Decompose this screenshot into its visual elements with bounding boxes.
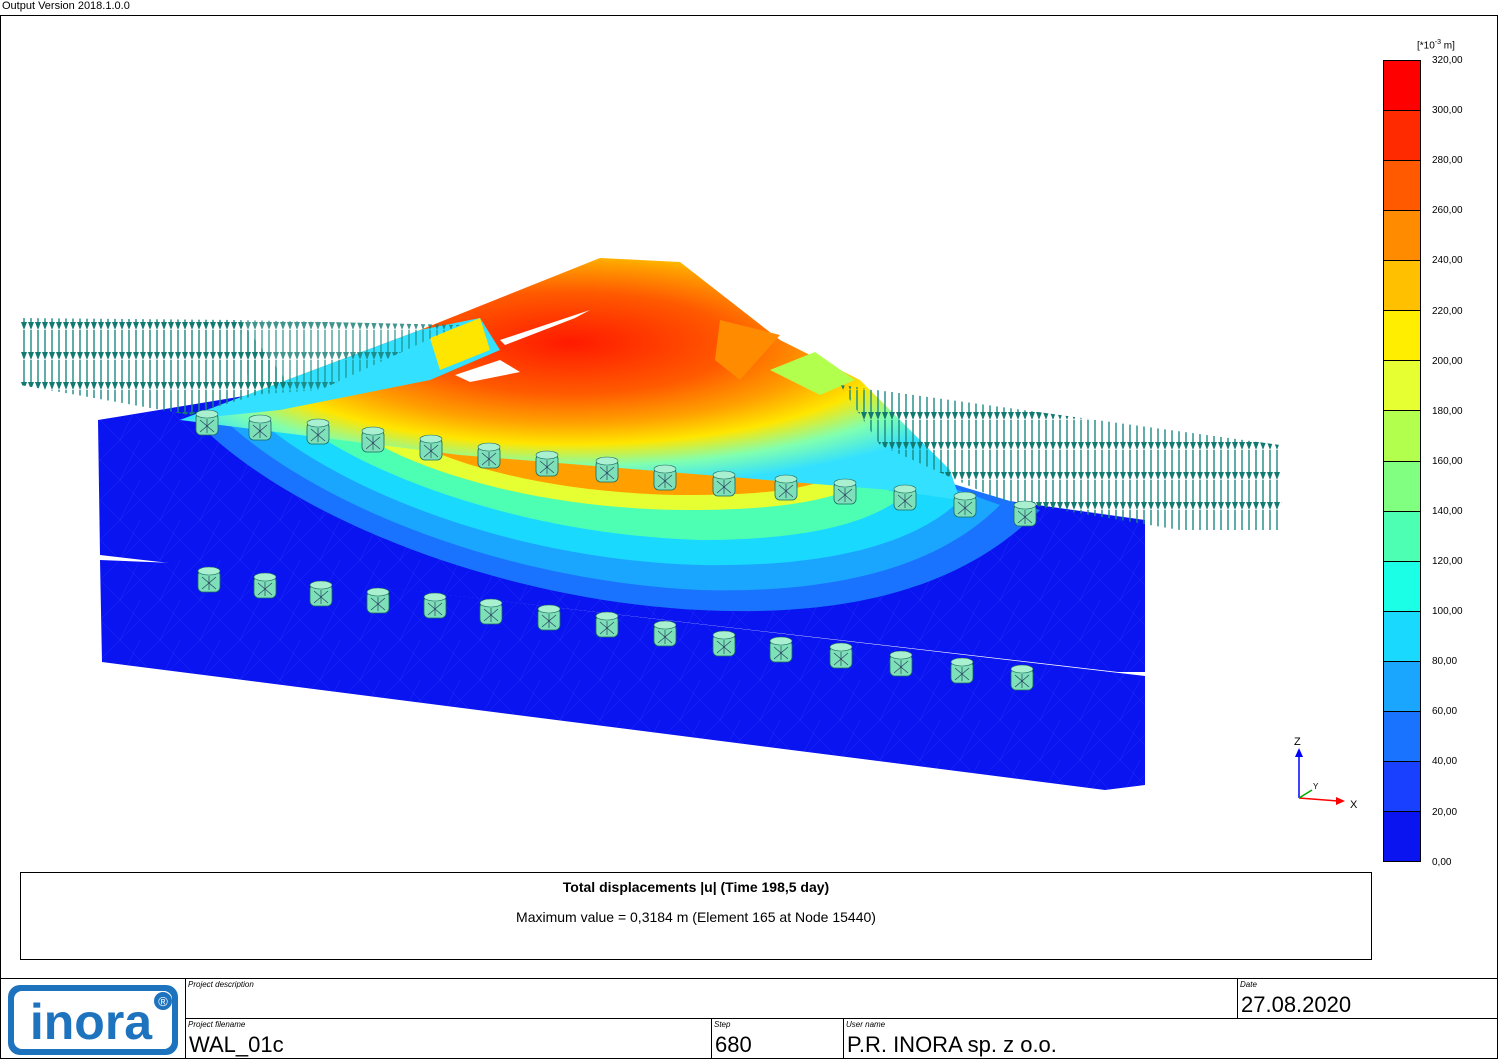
pile [477, 442, 501, 469]
legend-band [1384, 361, 1420, 412]
legend-tick-label: 60,00 [1432, 706, 1458, 718]
pile-row-lower [197, 566, 1034, 691]
legend-tick-label: 40,00 [1432, 756, 1458, 768]
pile [950, 657, 974, 684]
date-value: 27.08.2020 [1241, 992, 1352, 1017]
pile [423, 592, 447, 619]
model-viewport[interactable] [0, 16, 1380, 866]
pile [306, 418, 330, 445]
step-label: Step [714, 1020, 731, 1029]
axis-y-label: Y [1313, 782, 1319, 791]
pile [197, 566, 221, 593]
pile-row-upper [195, 409, 1037, 527]
caption-subtitle: Maximum value = 0,3184 m (Element 165 at… [516, 909, 876, 925]
legend-tick-label: 260,00 [1432, 205, 1463, 217]
pile [195, 409, 219, 436]
axis-z-label: Z [1294, 736, 1301, 748]
pile [248, 414, 272, 441]
legend-tick-label: 240,00 [1432, 255, 1463, 267]
pile [653, 620, 677, 647]
pile [535, 450, 559, 477]
pile [829, 642, 853, 669]
legend-tick-label: 200,00 [1432, 355, 1463, 367]
logo-text: inora [30, 994, 153, 1050]
filename-cell: Project filename WAL_01c [185, 1018, 712, 1059]
project-description-label: Project description [188, 980, 254, 989]
pile [1010, 664, 1034, 691]
user-label: User name [846, 1020, 886, 1029]
legend-band [1384, 611, 1420, 662]
legend-band [1384, 61, 1420, 112]
step-value: 680 [715, 1032, 752, 1057]
legend-tick-label: 320,00 [1432, 55, 1463, 66]
date-cell: Date 27.08.2020 [1237, 978, 1498, 1019]
pile [595, 611, 619, 638]
legend-color-bar [1383, 60, 1421, 862]
pile [595, 456, 619, 483]
legend-band [1384, 511, 1420, 562]
pile [833, 478, 857, 505]
date-label: Date [1240, 980, 1257, 989]
pile [479, 598, 503, 625]
step-cell: Step 680 [711, 1018, 844, 1059]
user-cell: User name P.R. INORA sp. z o.o. [843, 1018, 1498, 1059]
logo-cell: inora ® [0, 978, 186, 1059]
legend-tick-label: 300,00 [1432, 105, 1463, 117]
pile [712, 470, 736, 497]
legend-band [1384, 311, 1420, 362]
version-label: Output Version 2018.1.0.0 [2, 0, 130, 12]
legend-tick-label: 140,00 [1432, 505, 1463, 517]
surface-load-arrows [20, 318, 1282, 530]
pile [253, 572, 277, 599]
pile [889, 650, 913, 677]
legend-tick-label: 0,00 [1432, 856, 1452, 868]
pile [537, 604, 561, 631]
pile [653, 464, 677, 491]
user-value: P.R. INORA sp. z o.o. [847, 1032, 1057, 1057]
legend-tick-label: 80,00 [1432, 656, 1458, 668]
lower-soil-block [100, 560, 1145, 790]
legend-band [1384, 411, 1420, 462]
legend-band [1384, 161, 1420, 212]
pile [419, 434, 443, 461]
legend-tick-label: 220,00 [1432, 305, 1463, 317]
project-description-cell: Project description [185, 978, 1238, 1019]
legend-tick-label: 100,00 [1432, 606, 1463, 618]
legend-tick-label: 280,00 [1432, 155, 1463, 167]
logo-registered-mark: ® [158, 994, 168, 1009]
legend-band [1384, 561, 1420, 612]
pile [361, 426, 385, 453]
pile [953, 491, 977, 518]
pile [769, 636, 793, 663]
legend-band [1384, 461, 1420, 512]
pile [1013, 500, 1037, 527]
pile [712, 630, 736, 657]
legend-band [1384, 211, 1420, 262]
inora-logo: inora ® [8, 985, 178, 1055]
legend-band [1384, 661, 1420, 712]
pile [774, 474, 798, 501]
pile [366, 587, 390, 614]
filename-label: Project filename [188, 1020, 246, 1029]
legend-tick-label: 180,00 [1432, 405, 1463, 417]
pile [893, 484, 917, 511]
axis-x-label: X [1350, 799, 1358, 811]
filename-value: WAL_01c [189, 1032, 284, 1057]
legend-tick-label: 20,00 [1432, 806, 1458, 818]
legend-tick-label: 160,00 [1432, 455, 1463, 467]
legend-band [1384, 711, 1420, 762]
pile [309, 580, 333, 607]
legend-unit: [*10-3 m] [1417, 39, 1455, 52]
caption-title: Total displacements |u| (Time 198,5 day) [562, 879, 830, 895]
legend-tick-label: 120,00 [1432, 556, 1463, 567]
axis-triad [1295, 748, 1345, 805]
legend-band [1384, 761, 1420, 812]
result-caption: Total displacements |u| (Time 198,5 day)… [20, 872, 1372, 960]
legend-band [1384, 111, 1420, 162]
legend-band [1384, 811, 1420, 861]
legend-band [1384, 261, 1420, 312]
